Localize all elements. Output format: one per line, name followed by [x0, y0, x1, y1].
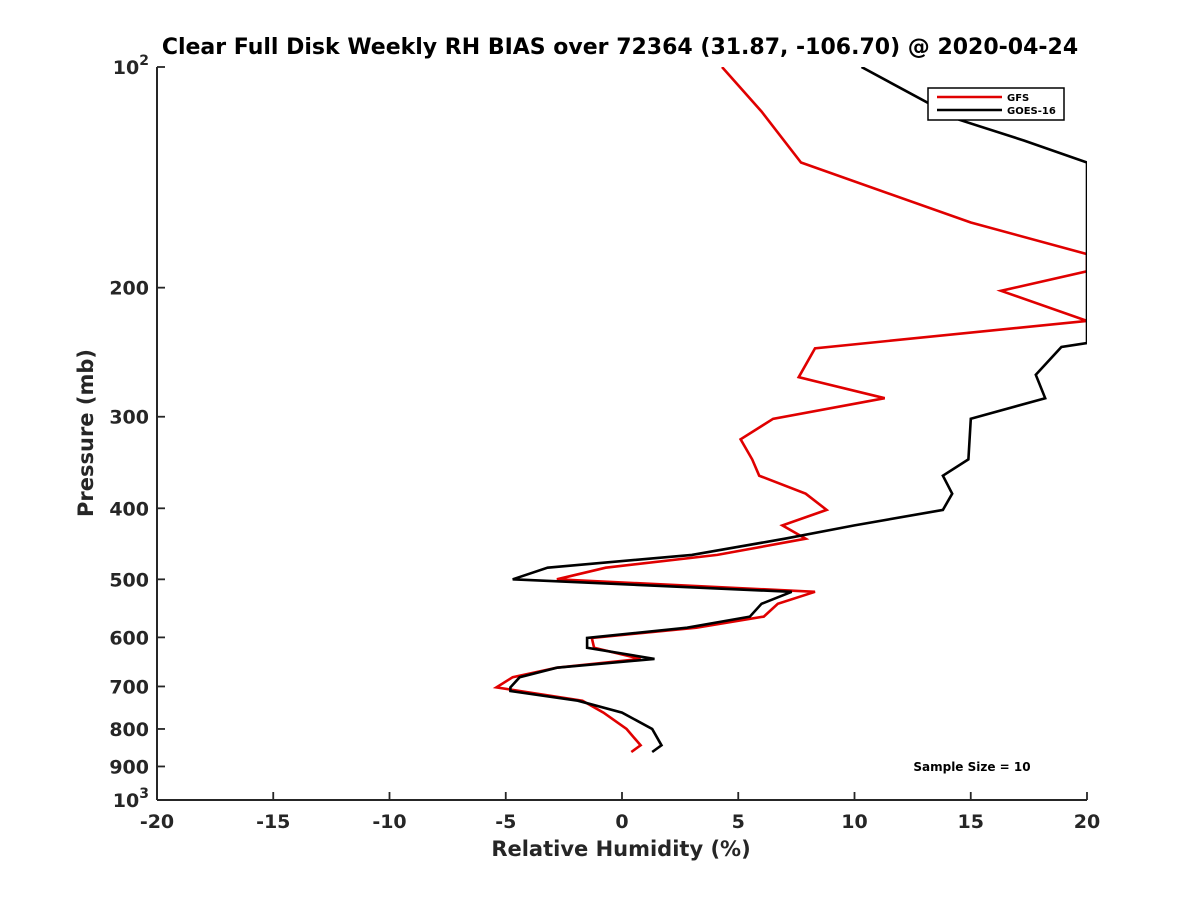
legend: GFS GOES-16 — [927, 87, 1065, 121]
x-tick-label: 15 — [958, 811, 984, 833]
chart-title: Clear Full Disk Weekly RH BIAS over 7236… — [162, 35, 1078, 60]
y-tick-label: 800 — [109, 719, 149, 741]
x-axis-title: Relative Humidity (%) — [491, 837, 750, 861]
y-tick-label: 103 — [113, 786, 149, 812]
y-tick-label: 400 — [109, 498, 149, 520]
y-tick-label: 200 — [109, 278, 149, 300]
series-layer — [492, 67, 1087, 754]
x-tick-label: -10 — [372, 811, 406, 833]
axes-layer: -20 -15 -10 -5 0 5 10 15 20102200300400500600700… — [109, 53, 1100, 833]
y-tick-label-exponent: 2 — [139, 53, 149, 69]
y-tick-label: 500 — [109, 569, 149, 591]
y-tick-label: 600 — [109, 627, 149, 649]
y-tick-label: 102 — [113, 53, 149, 79]
x-tick-label: 5 — [732, 811, 745, 833]
x-tick-label: 10 — [841, 811, 867, 833]
y-tick-label: 700 — [109, 676, 149, 698]
y-axis-title: Pressure (mb) — [74, 349, 98, 517]
x-tick-label: -15 — [256, 811, 290, 833]
y-tick-label: 900 — [109, 756, 149, 778]
x-tick-label: 0 — [615, 811, 628, 833]
x-tick-label: 20 — [1074, 811, 1100, 833]
y-tick-label: 300 — [109, 407, 149, 429]
legend-label-gfs: GFS — [1007, 93, 1029, 104]
x-tick-label: -20 — [140, 811, 174, 833]
series-line-goes-16 — [509, 67, 1087, 754]
series-line-gfs — [492, 67, 1087, 754]
y-tick-label-exponent: 3 — [139, 786, 149, 802]
y-tick-label-base: 10 — [113, 790, 139, 812]
legend-box — [927, 87, 1065, 121]
x-tick-label: -5 — [495, 811, 516, 833]
y-tick-label-base: 10 — [113, 57, 139, 79]
plot-area — [157, 67, 1087, 800]
sample-size-annotation: Sample Size = 10 — [913, 760, 1030, 774]
legend-label-goes-16: GOES-16 — [1007, 106, 1056, 117]
